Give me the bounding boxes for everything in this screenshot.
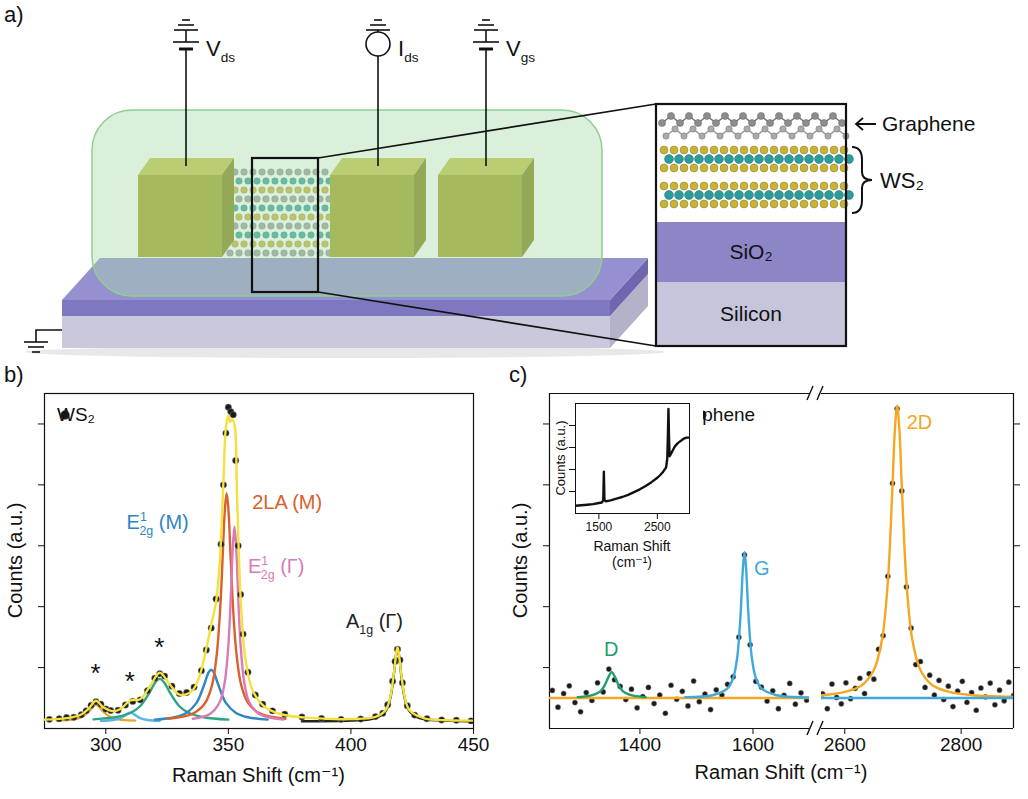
svg-text:*: *	[90, 658, 100, 688]
svg-text:1400: 1400	[619, 734, 661, 755]
svg-text:SiO₂: SiO₂	[729, 240, 772, 263]
svg-text:WS₂: WS₂	[880, 168, 924, 193]
svg-text:400: 400	[335, 734, 367, 755]
svg-text:2800: 2800	[940, 734, 982, 755]
svg-text:450: 450	[458, 734, 490, 755]
html-text:c): c)	[509, 362, 528, 387]
svg-text:Graphene: Graphene	[670, 404, 756, 425]
html-text:Raman Shift (cm⁻¹): Raman Shift (cm⁻¹)	[694, 761, 868, 783]
svg-text:Counts (a.u.): Counts (a.u.)	[4, 503, 26, 619]
svg-text:1600: 1600	[732, 734, 774, 755]
html-text:a): a)	[4, 2, 24, 27]
svg-text:300: 300	[90, 734, 122, 755]
svg-text:Counts (a.u.): Counts (a.u.)	[553, 420, 568, 495]
svg-text:(cm⁻¹): (cm⁻¹)	[612, 554, 652, 570]
svg-text:2500: 2500	[644, 520, 671, 534]
svg-text:2600: 2600	[824, 734, 866, 755]
svg-text:Graphene: Graphene	[882, 112, 975, 135]
svg-text:Vgs: Vgs	[506, 36, 535, 65]
html-text:b): b)	[4, 362, 24, 387]
svg-text:A1g (Γ): A1g (Γ)	[346, 610, 403, 637]
svg-text:*: *	[154, 632, 164, 662]
svg-text:Ids: Ids	[398, 36, 419, 65]
svg-text:Silicon: Silicon	[720, 302, 782, 325]
svg-text:2D: 2D	[907, 411, 933, 433]
svg-text:2LA (M): 2LA (M)	[252, 491, 322, 513]
svg-text:D: D	[604, 638, 618, 660]
svg-text:Vds: Vds	[206, 36, 235, 65]
svg-text:E12g (M): E12g (M)	[127, 510, 189, 538]
svg-text:Raman Shift: Raman Shift	[593, 538, 670, 554]
svg-text:350: 350	[213, 734, 245, 755]
svg-text:G: G	[754, 557, 770, 579]
svg-text:WS₂: WS₂	[57, 404, 95, 425]
svg-text:Counts (a.u.): Counts (a.u.)	[509, 503, 531, 619]
svg-text:Raman Shift (cm⁻¹): Raman Shift (cm⁻¹)	[172, 764, 345, 786]
svg-text:1500: 1500	[586, 520, 613, 534]
svg-text:E12g (Γ): E12g (Γ)	[248, 554, 305, 582]
svg-text:*: *	[125, 666, 135, 696]
